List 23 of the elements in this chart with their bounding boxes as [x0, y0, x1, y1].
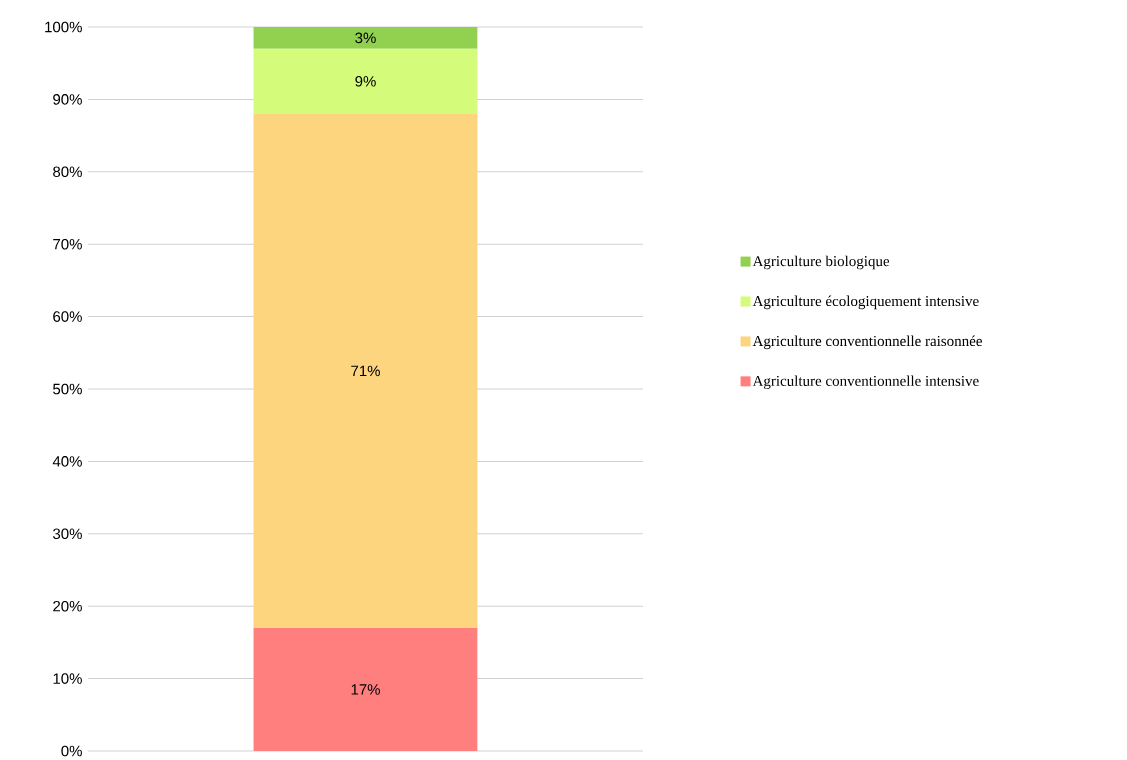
legend-label: Agriculture conventionnelle raisonnée [752, 335, 982, 350]
y-tick-label: 50% [53, 383, 82, 395]
y-tick-label: 70% [53, 239, 82, 250]
data-label: 71% [351, 365, 380, 377]
data-label: 17% [351, 684, 380, 695]
y-tick-label: 40% [52, 456, 82, 467]
y-tick-label: 30% [53, 528, 82, 540]
bar [253, 27, 478, 49]
legend-label: Agriculture biologique [752, 255, 890, 270]
bar [253, 48, 478, 115]
legend-label: Agriculture écologiquement intensive [752, 295, 979, 310]
y-tick-label: 80% [53, 166, 82, 178]
bar [253, 628, 478, 752]
y-tick-label: 90% [53, 94, 82, 105]
bar [253, 114, 478, 629]
legend-label: Agriculture conventionnelle intensive [752, 375, 979, 390]
y-tick-label: 10% [53, 673, 82, 685]
y-tick-label: 20% [53, 601, 82, 612]
data-label: 3% [355, 32, 376, 44]
data-label: 9% [355, 76, 376, 87]
y-tick-label: 60% [53, 311, 82, 323]
y-tick-label: 100% [45, 21, 82, 33]
y-tick-label: 0% [61, 745, 82, 757]
